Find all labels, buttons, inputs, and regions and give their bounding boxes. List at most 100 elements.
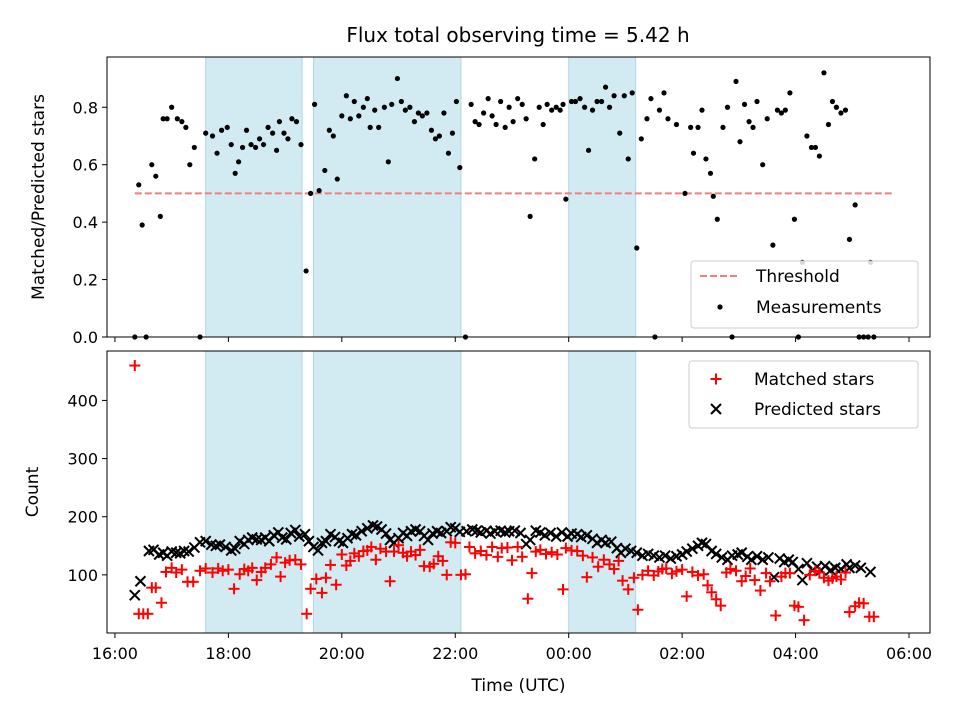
matched-point xyxy=(526,567,538,579)
ratio-axes-frame xyxy=(106,56,931,338)
measurement-point xyxy=(260,141,267,148)
measurement-point xyxy=(187,162,193,168)
observing-span-2 xyxy=(312,56,462,338)
predicted-point xyxy=(346,528,358,540)
measurement-point xyxy=(527,213,533,219)
y-tick-label: 400 xyxy=(67,391,98,410)
predicted-point xyxy=(312,544,324,557)
measurement-point xyxy=(179,119,185,125)
measurement-point xyxy=(334,176,340,182)
matched-stars-series xyxy=(129,360,880,626)
measurement-point xyxy=(218,127,225,133)
measurement-point xyxy=(436,133,442,139)
matched-point xyxy=(330,579,342,591)
matched-point xyxy=(206,567,218,579)
measurement-point xyxy=(688,124,694,130)
measurement-point xyxy=(523,116,529,122)
measurement-point xyxy=(183,124,189,130)
measurement-point xyxy=(160,116,166,122)
ratio-y-axis-label: Matched/Predicted stars xyxy=(29,94,49,300)
measurement-point xyxy=(214,150,220,156)
matched-point xyxy=(324,559,336,571)
count-panel: 100 200 300 400 16:00 18:00 20:00 22:00 00:00 02… xyxy=(23,350,932,696)
measurement-point xyxy=(606,104,613,110)
predicted-point xyxy=(735,547,748,559)
matched-point xyxy=(142,608,154,620)
measurement-point xyxy=(720,124,726,130)
matched-point xyxy=(730,565,742,577)
matched-point xyxy=(160,566,172,578)
matched-point xyxy=(715,600,727,612)
measurement-point xyxy=(699,107,705,113)
predicted-point xyxy=(210,540,222,552)
measurement-point xyxy=(360,104,366,110)
measurement-point xyxy=(581,104,588,110)
measurement-point xyxy=(707,170,714,176)
measurement-point xyxy=(621,93,627,99)
predicted-point xyxy=(422,534,434,546)
matched-point xyxy=(598,554,610,566)
matched-point xyxy=(449,537,461,549)
measurement-point xyxy=(273,147,280,153)
measurement-point xyxy=(695,124,701,130)
predicted-point xyxy=(350,529,362,542)
matched-point xyxy=(469,547,481,559)
measurement-point xyxy=(174,116,180,122)
measurement-point xyxy=(690,150,697,156)
predicted-stars-series xyxy=(129,519,877,601)
measurement-point xyxy=(703,156,709,162)
measurement-point xyxy=(419,113,425,119)
measurement-point xyxy=(821,70,827,76)
measurement-point xyxy=(536,104,542,110)
y-tick-label: 200 xyxy=(67,508,98,527)
matched-point xyxy=(754,585,766,597)
matched-point xyxy=(760,567,772,579)
matched-point xyxy=(228,583,240,595)
predicted-point xyxy=(745,554,758,566)
predicted-point xyxy=(514,527,527,539)
predicted-point xyxy=(864,566,877,578)
measurement-point xyxy=(468,101,474,107)
measurement-point xyxy=(638,136,644,142)
predicted-point xyxy=(134,575,147,587)
matched-point xyxy=(374,543,386,555)
predicted-point xyxy=(289,524,302,536)
x-tick-label: 02:00 xyxy=(659,644,705,663)
predicted-point xyxy=(796,574,809,586)
matched-point xyxy=(560,542,572,554)
y-tick-label: 100 xyxy=(67,566,98,585)
legend-matched-swatch xyxy=(710,373,722,385)
matched-point xyxy=(724,563,736,575)
x-axis-label: Time (UTC) xyxy=(471,676,566,696)
matched-point xyxy=(480,549,492,561)
matched-point xyxy=(289,554,301,566)
measurement-point xyxy=(764,116,770,122)
measurement-point xyxy=(364,96,370,102)
measurement-point xyxy=(316,187,322,194)
measurement-point xyxy=(281,130,287,136)
predicted-point xyxy=(280,533,292,546)
measurement-point xyxy=(285,136,291,142)
ratio-x-ticks xyxy=(114,337,910,342)
matched-point xyxy=(459,568,471,580)
predicted-point xyxy=(855,562,867,574)
matched-point xyxy=(698,568,710,580)
measurement-point xyxy=(598,98,605,105)
measurement-point xyxy=(611,93,617,99)
matched-point xyxy=(129,360,141,372)
matched-point xyxy=(835,574,847,586)
predicted-point xyxy=(751,550,763,562)
measurement-point xyxy=(493,121,499,128)
measurement-point xyxy=(594,98,600,105)
predicted-point xyxy=(524,534,536,546)
predicted-point xyxy=(299,528,311,540)
matched-point xyxy=(792,601,804,613)
measurement-point xyxy=(568,98,575,105)
measurement-point xyxy=(617,130,623,136)
legend-threshold-label: Threshold xyxy=(755,267,840,287)
measurement-point xyxy=(191,144,197,151)
measurement-point xyxy=(248,141,254,148)
y-tick-label: 300 xyxy=(67,450,98,469)
matched-point xyxy=(506,554,518,566)
measurement-point xyxy=(812,144,819,151)
